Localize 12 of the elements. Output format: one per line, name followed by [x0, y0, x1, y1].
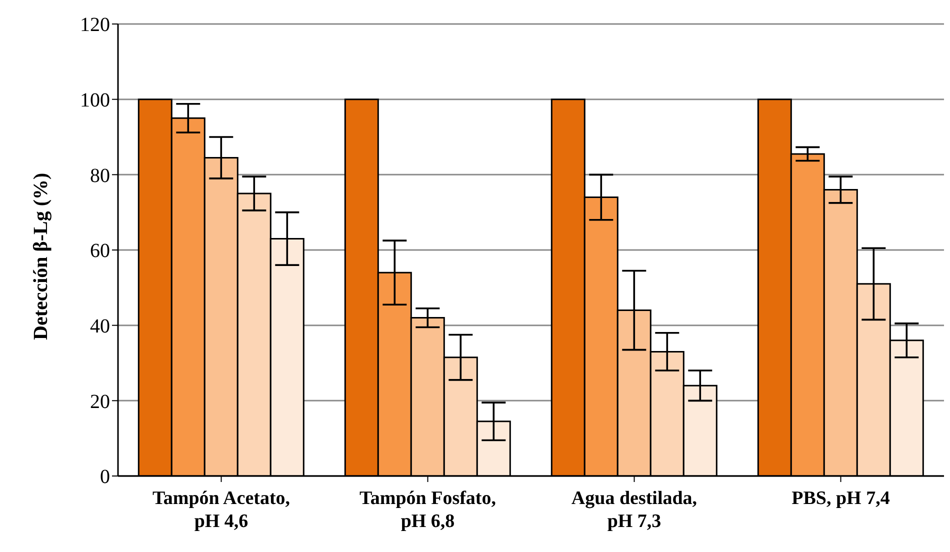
y-tick-label: 20 — [90, 390, 110, 413]
y-tick-label: 120 — [80, 14, 110, 36]
y-tick-label: 100 — [80, 89, 110, 112]
y-tick-label: 0 — [100, 466, 110, 488]
x-tick-label: PBS, pH 7,4 — [792, 488, 890, 509]
y-tick-label: 80 — [90, 164, 110, 187]
x-tick-label: Tampón Fosfato, pH 6,8 — [359, 488, 496, 532]
y-tick-label: 60 — [90, 240, 110, 262]
y-tick-label: 40 — [90, 315, 110, 338]
x-tick-label: Tampón Acetato, pH 4,6 — [152, 488, 290, 532]
y-axis-title: Detección β-Lg (%) — [30, 172, 52, 340]
x-tick-label: Agua destilada, pH 7,3 — [571, 488, 698, 532]
